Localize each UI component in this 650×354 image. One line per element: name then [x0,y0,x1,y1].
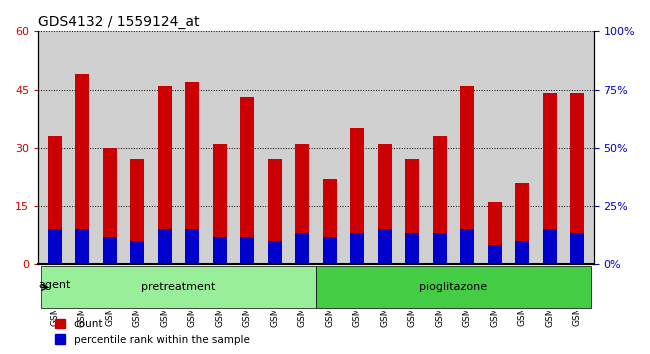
Text: pretreatment: pretreatment [141,282,216,292]
Bar [213,237,227,264]
Text: agent: agent [39,280,71,290]
Bar [48,229,62,264]
Bar [158,86,172,264]
Bar [543,93,556,264]
Bar [158,229,172,264]
Bar [406,233,419,264]
Text: pioglitazone: pioglitazone [419,282,488,292]
Bar [240,237,254,264]
FancyBboxPatch shape [316,267,591,308]
Bar [185,229,199,264]
Bar [378,229,391,264]
Bar [323,179,337,264]
Bar [460,229,474,264]
Bar [350,129,364,264]
Bar [75,74,89,264]
Bar [543,229,556,264]
Bar [295,233,309,264]
Bar [130,241,144,264]
Bar [378,144,391,264]
Bar [130,159,144,264]
Legend: count, percentile rank within the sample: count, percentile rank within the sample [51,315,254,349]
Bar [268,241,281,264]
Bar [460,86,474,264]
Text: GDS4132 / 1559124_at: GDS4132 / 1559124_at [38,15,200,29]
Bar [570,93,584,264]
FancyBboxPatch shape [41,267,316,308]
Bar [323,237,337,264]
Bar [75,229,89,264]
Bar [570,233,584,264]
Bar [488,245,502,264]
Bar [213,144,227,264]
Bar [268,159,281,264]
Bar [48,136,62,264]
Bar [515,183,529,264]
Bar [433,233,447,264]
Bar [406,159,419,264]
Bar [295,144,309,264]
Bar [515,241,529,264]
Bar [433,136,447,264]
Bar [240,97,254,264]
Bar [488,202,502,264]
Bar [103,237,116,264]
Bar [350,233,364,264]
Bar [103,148,116,264]
Bar [185,82,199,264]
